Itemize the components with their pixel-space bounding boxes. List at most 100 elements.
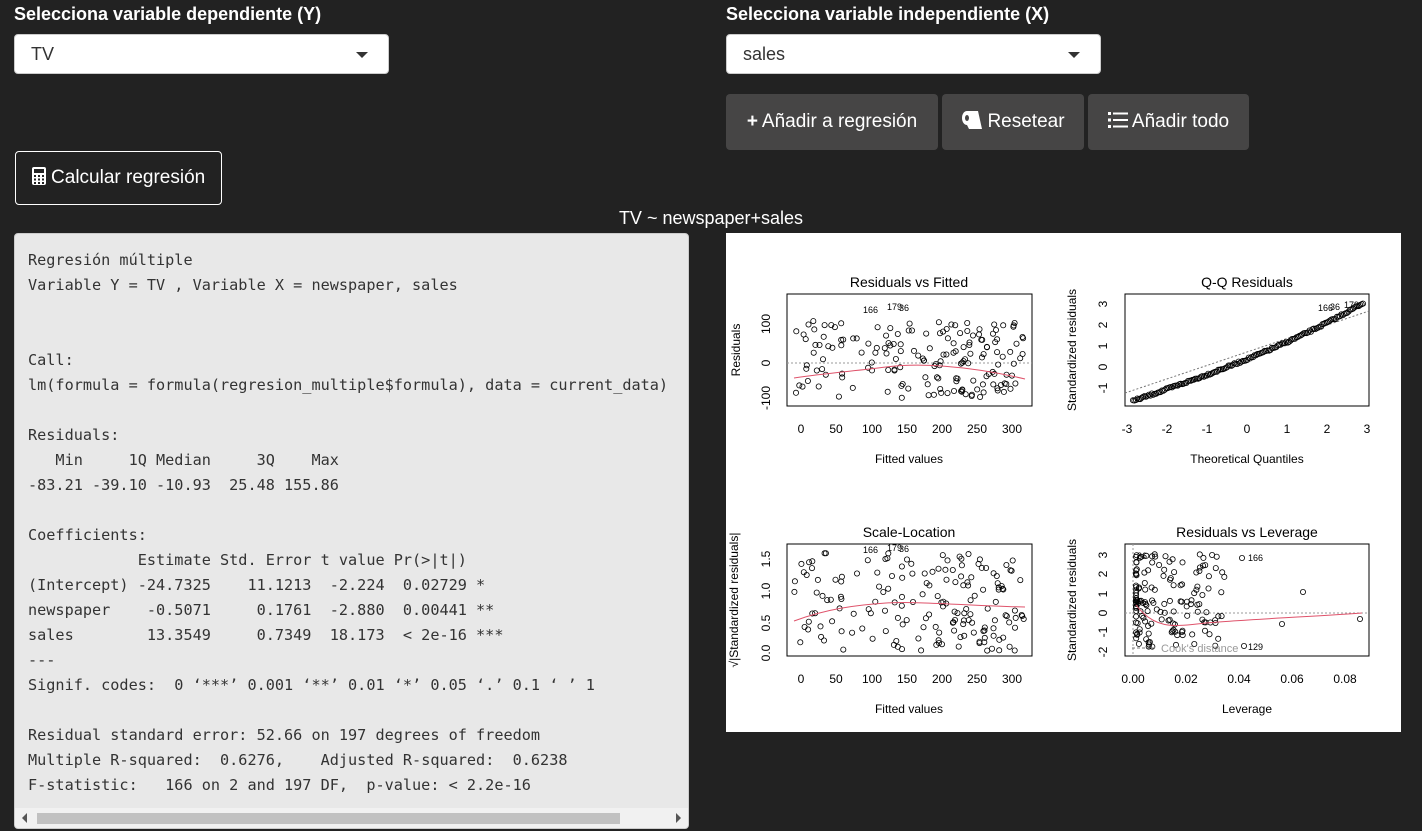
plot-point <box>892 356 899 363</box>
plot-point <box>883 332 890 339</box>
plot-point <box>975 331 982 338</box>
points <box>1129 300 1367 404</box>
plot-point <box>893 637 900 644</box>
plot-point <box>958 388 965 395</box>
scroll-left-arrow-icon[interactable] <box>22 813 27 823</box>
plot-point <box>1196 564 1203 571</box>
scrollbar-thumb[interactable] <box>37 813 620 824</box>
plot-point <box>829 618 836 625</box>
plot-point <box>898 394 905 401</box>
plot-point <box>1177 582 1184 589</box>
qq-reference-line <box>1124 310 1370 394</box>
plot-point <box>935 319 942 326</box>
outlier-label: 179 <box>1344 300 1359 310</box>
plot-point <box>876 583 883 590</box>
plot-point <box>994 387 1001 394</box>
plot-point <box>999 585 1006 592</box>
plot-point <box>1134 620 1141 627</box>
plot-point <box>1007 348 1014 355</box>
y-tick-label: 1.5 <box>759 550 773 567</box>
plot-point <box>1215 613 1222 620</box>
plot-point <box>1188 597 1195 604</box>
plot-point <box>899 380 906 387</box>
plot-point <box>805 626 812 633</box>
plot-point <box>1007 385 1014 392</box>
x-variable-select[interactable]: sales <box>726 34 1101 74</box>
plot-point <box>950 387 957 394</box>
plot-point <box>960 621 967 628</box>
plot-point <box>822 371 829 378</box>
plot-point <box>825 343 832 350</box>
plot-point <box>926 345 933 352</box>
plot-point <box>898 593 905 600</box>
plot-point <box>874 324 881 331</box>
plot-point <box>853 335 860 342</box>
plot-point <box>838 320 845 327</box>
y-variable-label: Selecciona variable dependiente (Y) <box>14 4 322 24</box>
y-axis-label: Residuals <box>729 324 743 377</box>
plot-point <box>970 629 977 636</box>
horizontal-scrollbar[interactable] <box>15 808 688 828</box>
plot-point <box>838 578 845 585</box>
plot-point <box>1141 579 1148 586</box>
plot-point <box>995 361 1002 368</box>
plot-point <box>943 351 950 358</box>
x-tick-label: 100 <box>862 422 882 436</box>
add-to-regression-button[interactable]: + Añadir a regresión <box>726 94 938 150</box>
x-tick-label: 0 <box>798 422 805 436</box>
x-ticks: -3 -2 -1 0 1 2 3 <box>1122 422 1371 436</box>
plot-point <box>980 389 987 396</box>
plot-point <box>874 569 881 576</box>
plot-point <box>1299 331 1306 338</box>
plot-point <box>952 579 959 586</box>
plot-point <box>1142 618 1149 625</box>
x-tick-label: 0.04 <box>1227 672 1251 686</box>
add-all-button[interactable]: Añadir todo <box>1088 94 1249 150</box>
plot-point <box>853 570 860 577</box>
y-tick-label: 0 <box>1096 609 1110 616</box>
regression-output-panel[interactable]: Regresión múltiple Variable Y = TV , Var… <box>14 233 689 829</box>
plot-point <box>829 344 836 351</box>
y-tick-label: 0.0 <box>759 644 773 661</box>
reset-label: Resetear <box>987 111 1065 132</box>
scroll-right-arrow-icon[interactable] <box>676 813 681 823</box>
plot-point <box>940 328 947 335</box>
plot-point <box>885 585 892 592</box>
reset-button[interactable]: Resetear <box>942 94 1084 150</box>
plot-point <box>964 328 971 335</box>
plot-point <box>840 646 847 653</box>
plot-point <box>906 320 913 327</box>
plot-point <box>849 384 856 391</box>
plot-point <box>992 339 999 346</box>
x-tick-label: 50 <box>829 422 843 436</box>
outlier-label: 36 <box>899 544 909 554</box>
plot-point <box>1281 340 1288 347</box>
plot-point <box>1201 627 1208 634</box>
x-tick-label: 0 <box>1244 422 1251 436</box>
y-axis-label: √|Standardized residuals| <box>727 533 741 668</box>
y-variable-select[interactable]: TV <box>14 34 389 74</box>
plot-point <box>898 563 905 570</box>
plot-point <box>850 335 857 342</box>
plot-point <box>811 326 818 333</box>
plot-point <box>964 579 971 586</box>
plot-point <box>868 359 875 366</box>
plot-frame <box>786 293 1033 407</box>
plot-frame <box>1124 293 1370 407</box>
plot-point <box>1148 584 1155 591</box>
plot-point <box>898 382 905 389</box>
calculate-regression-button[interactable]: Calcular regresión <box>15 151 222 205</box>
plot-point <box>820 333 827 340</box>
x-tick-label: 50 <box>829 672 843 686</box>
plot-point <box>799 383 806 390</box>
plot-point <box>922 374 929 381</box>
plot-point <box>1209 369 1216 376</box>
plot-point <box>990 381 997 388</box>
plot-point <box>1013 340 1020 347</box>
plot-point <box>1205 370 1212 377</box>
plot-point <box>859 625 866 632</box>
plot-point <box>1145 391 1152 398</box>
plot-point <box>1202 562 1209 569</box>
y-tick-label: 3 <box>1096 300 1110 307</box>
y-tick-label: 1.0 <box>759 582 773 599</box>
